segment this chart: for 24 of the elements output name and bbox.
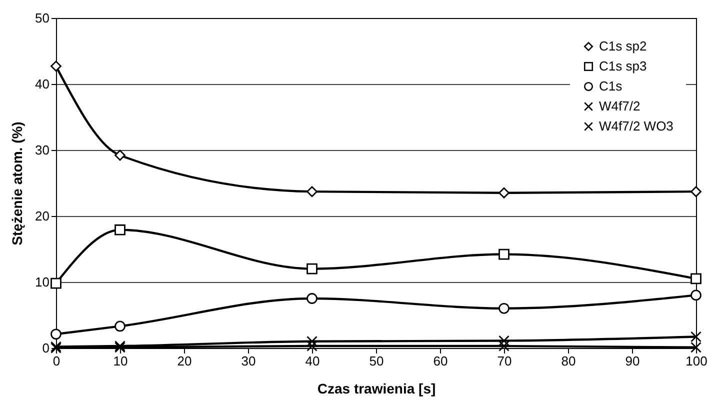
y-tick-label: 0 — [42, 340, 50, 356]
x-tick-label: 60 — [433, 354, 448, 368]
x-tick-label: 0 — [52, 354, 60, 368]
x-tick-label: 10 — [113, 354, 128, 368]
x-tick-label: 40 — [305, 354, 320, 368]
legend-label: C1s — [599, 78, 623, 94]
x-tick-label: 70 — [497, 354, 512, 368]
legend-label: C1s sp3 — [599, 58, 647, 74]
x-tick-label: 80 — [561, 354, 576, 368]
x-tick-label: 20 — [177, 354, 192, 368]
y-axis-title: Stężenie atom. (%) — [9, 122, 26, 246]
x-tick-label: 90 — [625, 354, 640, 368]
y-tick-label: 40 — [35, 76, 50, 92]
legend-label: W4f7/2 — [599, 98, 640, 114]
x-tick-label: 50 — [369, 354, 384, 368]
y-tick-label: 10 — [35, 274, 50, 290]
x-tick-label: 30 — [241, 354, 256, 368]
x-tick-label: 100 — [686, 354, 708, 368]
legend-label: C1s sp2 — [599, 38, 647, 54]
y-tick-label: 20 — [35, 208, 50, 224]
y-tick-label: 50 — [35, 10, 50, 26]
legend-label: W4f7/2 WO3 — [599, 118, 674, 134]
y-tick-label: 30 — [35, 142, 50, 158]
x-axis-title: Czas trawienia [s] — [317, 380, 436, 396]
